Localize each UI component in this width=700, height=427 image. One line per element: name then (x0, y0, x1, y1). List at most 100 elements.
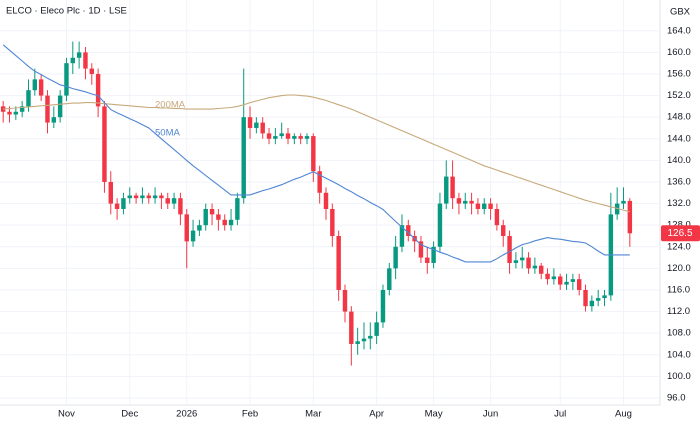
candle-body (45, 95, 50, 123)
candle-body (444, 176, 449, 204)
y-tick-label: 104.0 (667, 349, 691, 360)
candle-body (545, 273, 550, 280)
candle-body (488, 203, 493, 209)
candle-body (627, 200, 633, 234)
candle-body (57, 95, 63, 118)
x-tick-label: May (425, 409, 443, 420)
candle-body (463, 200, 468, 204)
candle-body (159, 195, 164, 199)
candle-body (285, 133, 291, 139)
candle-body (241, 117, 246, 199)
y-tick-label: 124.0 (667, 241, 691, 252)
candle-body (32, 79, 38, 91)
candle-body (589, 300, 595, 307)
candle-body (532, 265, 538, 269)
candle-body (602, 295, 607, 299)
x-tick-label: Jul (554, 409, 566, 420)
candle-body (70, 57, 76, 64)
y-tick-label: 156.0 (667, 68, 691, 79)
candle-body (190, 230, 196, 242)
candle-body (0, 106, 6, 112)
candle-body (292, 136, 297, 139)
candle-body (83, 52, 88, 69)
candle-body (418, 241, 424, 258)
candle-body (298, 136, 303, 139)
candle-body (583, 289, 588, 307)
y-tick-label: 96.0 (667, 392, 686, 403)
candle-body (95, 73, 101, 107)
candle-body (425, 257, 430, 263)
y-tick-label: 112.0 (667, 306, 690, 317)
candle-body (317, 171, 322, 193)
candle-body (247, 117, 253, 128)
candle-body (7, 111, 12, 115)
candle-body (304, 136, 310, 139)
candle-body (538, 265, 544, 274)
candle-body (399, 225, 405, 247)
candle-body (222, 219, 227, 226)
candle-body (614, 203, 620, 215)
y-tick-label: 136.0 (667, 176, 691, 187)
candle-body (140, 195, 145, 199)
y-tick-label: 152.0 (667, 90, 691, 101)
candle-body (197, 225, 202, 231)
candle-body (209, 208, 215, 215)
y-tick-label: 100.0 (667, 371, 691, 382)
x-tick-label: Mar (305, 409, 321, 420)
moving-average-line (2, 44, 630, 263)
candle-body (165, 198, 170, 204)
candle-body (171, 198, 177, 204)
candle-body (507, 235, 512, 263)
y-tick-label: 116.0 (667, 284, 690, 295)
candle-body (520, 257, 525, 261)
candle-body (235, 198, 240, 220)
candle-body (342, 289, 348, 312)
y-tick-label: 120.0 (667, 263, 691, 274)
candle-body (494, 208, 500, 226)
candle-body (557, 276, 563, 285)
candle-body (406, 225, 411, 236)
candle-body (526, 257, 531, 269)
candle-body (133, 195, 139, 199)
candle-body (501, 225, 506, 236)
candle-body (349, 311, 354, 344)
candle-body (108, 181, 113, 204)
y-tick-label: 140.0 (667, 155, 691, 166)
candle-body (64, 63, 69, 96)
y-tick-label: 160.0 (667, 47, 691, 58)
y-tick-label: 164.0 (667, 25, 691, 36)
candle-body (570, 279, 576, 282)
candle-body (102, 106, 107, 182)
chart-title: ELCO · Eleco Plc · 1D · LSE (6, 6, 127, 17)
last-price-tag (661, 225, 700, 242)
x-tick-label: Feb (242, 409, 258, 420)
moving-average-label: 50MA (155, 128, 180, 139)
candle-body (330, 208, 335, 236)
candle-body (216, 214, 221, 220)
candle-body (311, 136, 316, 172)
candle-body (621, 200, 626, 204)
candle-body (228, 219, 234, 226)
y-tick-label: 108.0 (667, 328, 691, 339)
candle-body (482, 203, 487, 209)
candle-body (456, 198, 462, 204)
candle-body (450, 176, 455, 199)
candle-body (576, 279, 582, 290)
candle-body (38, 79, 44, 96)
candle-body (184, 214, 189, 242)
candle-body (260, 122, 265, 134)
candle-body (355, 341, 360, 344)
moving-average-label: 200MA (155, 100, 186, 111)
candle-body (76, 52, 82, 58)
x-tick-label: Nov (58, 409, 75, 420)
candle-body (387, 268, 392, 290)
candle-body (152, 195, 158, 199)
x-tick-label: Dec (121, 409, 138, 420)
candle-body (178, 198, 183, 215)
candle-body (380, 289, 386, 323)
candle-body (431, 246, 436, 263)
candle-body (437, 203, 443, 247)
candle-body (361, 338, 367, 342)
moving-average-line (3, 94, 630, 213)
